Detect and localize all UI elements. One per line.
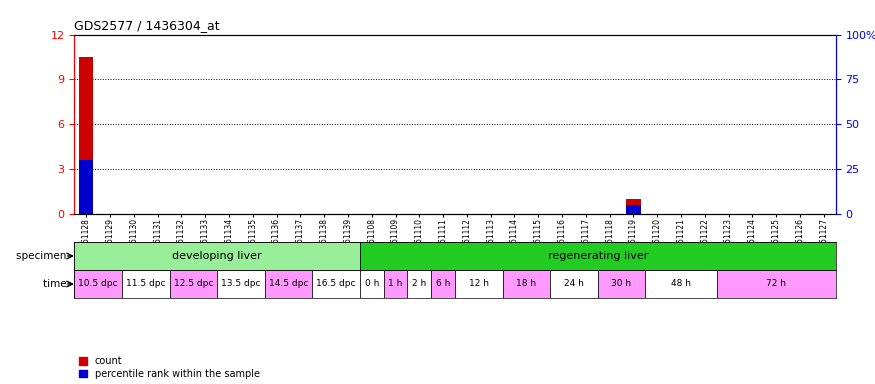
Text: 0 h: 0 h: [365, 280, 379, 288]
Text: 24 h: 24 h: [564, 280, 584, 288]
Text: GDS2577 / 1436304_at: GDS2577 / 1436304_at: [74, 19, 220, 32]
Text: 18 h: 18 h: [516, 280, 536, 288]
Text: 14.5 dpc: 14.5 dpc: [269, 280, 308, 288]
Bar: [79, 160, 94, 214]
Text: 2 h: 2 h: [412, 280, 426, 288]
Bar: [717, 270, 836, 298]
Text: 10.5 dpc: 10.5 dpc: [79, 280, 118, 288]
Text: time: time: [43, 279, 70, 289]
Text: 11.5 dpc: 11.5 dpc: [126, 280, 165, 288]
Bar: [431, 270, 455, 298]
Text: regenerating liver: regenerating liver: [548, 251, 648, 261]
Bar: [312, 270, 360, 298]
Text: 1 h: 1 h: [388, 280, 402, 288]
Bar: [360, 270, 383, 298]
Bar: [502, 270, 550, 298]
Bar: [360, 242, 836, 270]
Bar: [626, 199, 640, 214]
Text: 12.5 dpc: 12.5 dpc: [173, 280, 213, 288]
Text: developing liver: developing liver: [172, 251, 262, 261]
Bar: [79, 57, 94, 214]
Bar: [455, 270, 502, 298]
Bar: [626, 205, 640, 214]
Text: 13.5 dpc: 13.5 dpc: [221, 280, 261, 288]
Text: specimen: specimen: [17, 251, 70, 261]
Text: 6 h: 6 h: [436, 280, 451, 288]
Bar: [170, 270, 217, 298]
Text: 48 h: 48 h: [671, 280, 691, 288]
Bar: [74, 270, 122, 298]
Text: 72 h: 72 h: [766, 280, 786, 288]
Text: 30 h: 30 h: [612, 280, 632, 288]
Bar: [74, 242, 360, 270]
Text: 12 h: 12 h: [469, 280, 489, 288]
Bar: [598, 270, 646, 298]
Bar: [646, 270, 717, 298]
Bar: [217, 270, 265, 298]
Bar: [122, 270, 170, 298]
Bar: [550, 270, 598, 298]
Legend: count, percentile rank within the sample: count, percentile rank within the sample: [80, 356, 260, 379]
Bar: [265, 270, 312, 298]
Bar: [383, 270, 408, 298]
Bar: [408, 270, 431, 298]
Text: 16.5 dpc: 16.5 dpc: [316, 280, 356, 288]
